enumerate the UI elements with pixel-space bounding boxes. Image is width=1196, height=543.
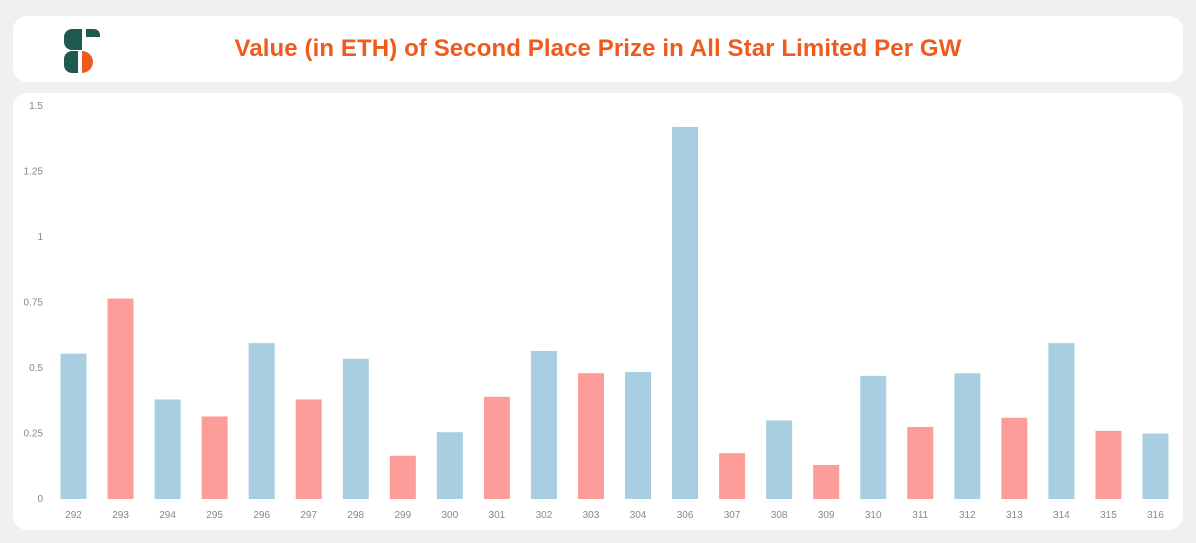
x-tick-label: 312	[959, 510, 976, 521]
x-tick-label: 308	[771, 510, 788, 521]
x-tick-label: 307	[724, 510, 741, 521]
x-tick-label: 310	[865, 510, 882, 521]
header-card: Value (in ETH) of Second Place Prize in …	[13, 16, 1183, 82]
x-tick-label: 296	[253, 510, 270, 521]
bar-gw-292[interactable]	[60, 353, 87, 499]
bar-gw-296[interactable]	[248, 343, 275, 499]
page-title: Value (in ETH) of Second Place Prize in …	[234, 35, 962, 62]
bar-gw-308[interactable]	[766, 420, 793, 499]
x-tick-label: 298	[347, 510, 364, 521]
x-tick-label: 295	[206, 510, 223, 521]
bar-gw-313[interactable]	[1001, 417, 1028, 499]
bar-gw-304[interactable]	[625, 371, 652, 499]
bar-gw-301[interactable]	[483, 396, 510, 499]
bar-gw-310[interactable]	[860, 375, 887, 499]
x-tick-label: 293	[112, 510, 129, 521]
x-tick-label: 315	[1100, 510, 1117, 521]
bar-gw-314[interactable]	[1048, 343, 1075, 499]
brand-logo-icon	[64, 29, 100, 73]
x-tick-label: 301	[489, 510, 506, 521]
x-tick-label: 313	[1006, 510, 1023, 521]
bar-gw-311[interactable]	[907, 426, 934, 499]
bar-gw-295[interactable]	[201, 416, 228, 499]
bar-gw-300[interactable]	[436, 432, 463, 499]
x-tick-label: 302	[536, 510, 553, 521]
bar-gw-316[interactable]	[1142, 433, 1169, 500]
x-tick-label: 294	[159, 510, 176, 521]
y-tick-label: 0.75	[24, 298, 44, 309]
y-tick-label: 1	[37, 232, 43, 243]
x-tick-label: 316	[1147, 510, 1164, 521]
x-tick-label: 300	[442, 510, 459, 521]
bar-gw-303[interactable]	[577, 373, 604, 499]
bar-gw-297[interactable]	[295, 399, 322, 499]
bar-gw-312[interactable]	[954, 373, 981, 499]
x-tick-label: 311	[912, 510, 928, 521]
x-tick-label: 306	[677, 510, 694, 521]
bar-gw-298[interactable]	[342, 358, 369, 499]
bar-gw-294[interactable]	[154, 399, 181, 499]
bar-gw-299[interactable]	[389, 455, 416, 499]
x-tick-label: 309	[818, 510, 835, 521]
x-tick-label: 292	[65, 510, 82, 521]
y-tick-label: 1.25	[24, 167, 44, 178]
x-tick-label: 303	[583, 510, 600, 521]
bar-gw-302[interactable]	[530, 350, 557, 499]
y-tick-label: 1.5	[29, 101, 43, 112]
bar-chart: 0 0.25 0.5 0.75 1 1.25 1.5 292 293 294 295 296 297 29…	[24, 101, 1169, 521]
x-tick-label: 297	[300, 510, 317, 521]
y-tick-label: 0.5	[29, 363, 43, 374]
bar-gw-315[interactable]	[1095, 430, 1122, 499]
bar-gw-293[interactable]	[107, 298, 134, 499]
y-tick-label: 0	[37, 494, 43, 505]
x-tick-label: 304	[630, 510, 647, 521]
bar-gw-309[interactable]	[813, 464, 840, 499]
x-tick-label: 314	[1053, 510, 1070, 521]
chart-card: 0 0.25 0.5 0.75 1 1.25 1.5 292 293 294 295 296 297 29…	[13, 93, 1183, 530]
y-tick-label: 0.25	[24, 429, 44, 440]
bar-gw-306[interactable]	[672, 126, 699, 500]
bar-gw-307[interactable]	[719, 453, 746, 499]
x-tick-label: 299	[394, 510, 411, 521]
